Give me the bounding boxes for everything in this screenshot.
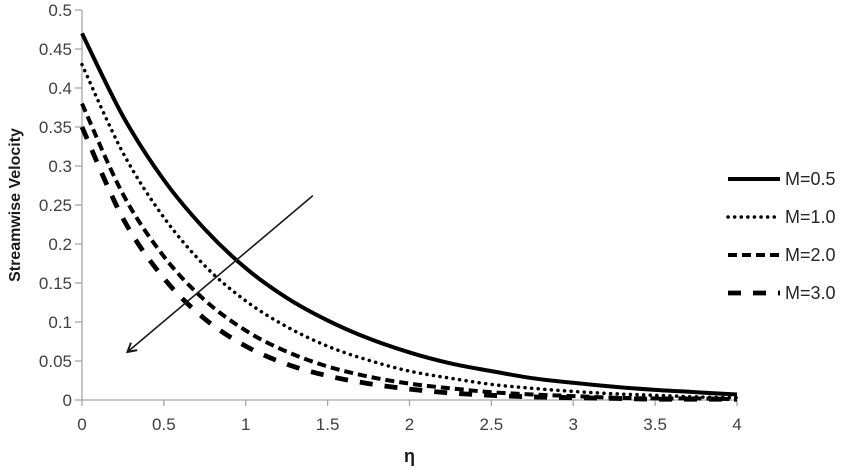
y-tick-label: 0.3 xyxy=(48,157,72,176)
x-tick-label: 4 xyxy=(732,415,741,434)
axes xyxy=(81,10,737,401)
curve-m-1-0 xyxy=(80,62,739,400)
legend-item: M=2.0 xyxy=(728,245,836,265)
x-tick-label: 3 xyxy=(569,415,578,434)
series-curves xyxy=(79,32,739,402)
y-tick-label: 0.2 xyxy=(48,235,72,254)
legend: M=0.5 M=1.0 M=2.0 M=3.0 xyxy=(726,169,836,303)
legend-item: M=3.0 xyxy=(728,283,836,303)
x-tick-label: 3.5 xyxy=(643,415,667,434)
x-tick-label: 1.5 xyxy=(316,415,340,434)
legend-item: M=1.0 xyxy=(726,207,836,227)
y-tick-label: 0.5 xyxy=(48,1,72,20)
x-tick-label: 2.5 xyxy=(480,415,504,434)
y-tick-label: 0.25 xyxy=(39,196,72,215)
x-tick-label: 0 xyxy=(77,415,86,434)
legend-label: M=3.0 xyxy=(785,283,836,303)
legend-label: M=1.0 xyxy=(785,207,836,227)
y-tick-label: 0.15 xyxy=(39,274,72,293)
annotation-arrow xyxy=(125,195,314,354)
legend-item: M=0.5 xyxy=(728,169,836,189)
legend-label: M=0.5 xyxy=(785,169,836,189)
x-tick-label: 1 xyxy=(241,415,250,434)
curve-m-2-0 xyxy=(80,102,738,402)
x-tick-label: 0.5 xyxy=(152,415,176,434)
curve-m-3-0 xyxy=(79,126,737,402)
tick-labels: 0 0.5 1 1.5 2 2.5 3 3.5 4 0 0.05 0.1 0.15 0.2 0.25 0.3 0… xyxy=(39,1,742,434)
tick-marks xyxy=(75,9,738,406)
curve-m-0-5 xyxy=(80,32,738,397)
y-tick-label: 0.1 xyxy=(48,313,72,332)
y-tick-label: 0.05 xyxy=(39,352,72,371)
x-tick-label: 2 xyxy=(405,415,414,434)
y-tick-label: 0.45 xyxy=(39,40,72,59)
y-tick-label: 0.35 xyxy=(39,118,72,137)
decreasing-m-arrow xyxy=(125,195,314,354)
x-axis-title: η xyxy=(404,446,415,466)
y-tick-label: 0 xyxy=(63,391,72,410)
y-axis-title: Streamwise Velocity xyxy=(7,128,24,282)
y-tick-label: 0.4 xyxy=(48,79,72,98)
legend-label: M=2.0 xyxy=(785,245,836,265)
